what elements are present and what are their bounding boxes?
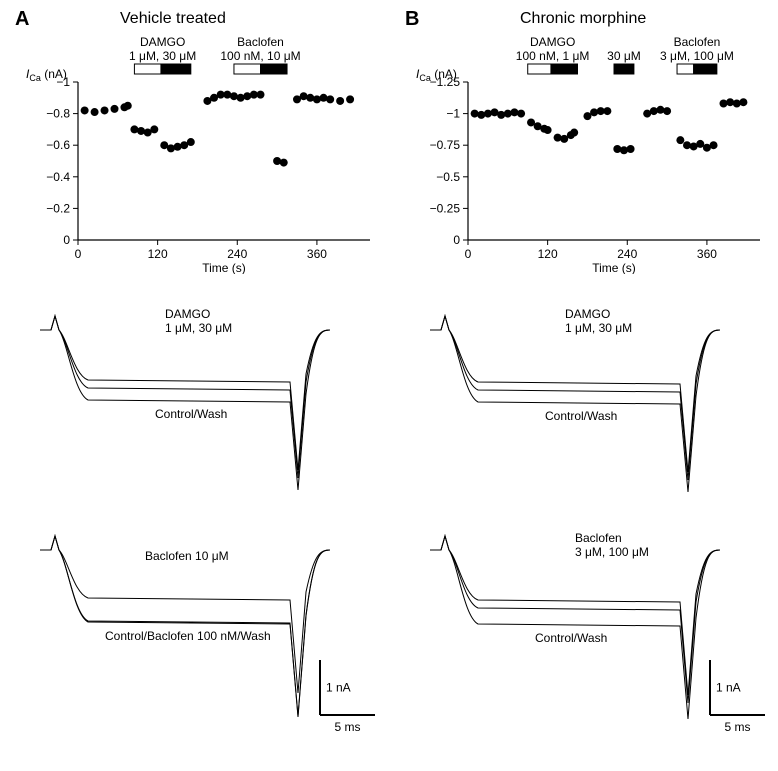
svg-text:DAMGO: DAMGO xyxy=(165,307,210,321)
svg-text:30 μM: 30 μM xyxy=(607,49,641,63)
svg-text:Baclofen: Baclofen xyxy=(575,531,622,545)
svg-text:−0.8: −0.8 xyxy=(46,107,70,121)
svg-text:Baclofen: Baclofen xyxy=(674,35,721,49)
svg-text:Baclofen: Baclofen xyxy=(237,35,284,49)
svg-text:Control/Baclofen 100 nM/Wash: Control/Baclofen 100 nM/Wash xyxy=(105,629,271,643)
svg-text:−0.6: −0.6 xyxy=(46,138,70,152)
trace-b-damgo: DAMGO1 μM, 30 μM Control/Wash xyxy=(425,300,765,500)
panel-a-title: Vehicle treated xyxy=(120,10,226,28)
svg-text:1 μM, 30 μM: 1 μM, 30 μM xyxy=(129,49,196,63)
svg-text:−0.75: −0.75 xyxy=(430,138,461,152)
trace-b-baclofen: Baclofen3 μM, 100 μM Control/Wash 1 nA 5 ms xyxy=(425,520,765,750)
svg-text:−0.4: −0.4 xyxy=(46,170,70,184)
svg-text:360: 360 xyxy=(697,247,717,261)
svg-text:−0.5: −0.5 xyxy=(436,170,460,184)
panel-a-label: A xyxy=(15,8,29,31)
svg-text:1 μM, 30 μM: 1 μM, 30 μM xyxy=(565,321,632,335)
svg-text:1 nA: 1 nA xyxy=(716,681,741,695)
svg-text:Time (s): Time (s) xyxy=(202,261,246,274)
svg-text:−0.25: −0.25 xyxy=(430,201,461,215)
svg-text:Control/Wash: Control/Wash xyxy=(545,409,617,423)
svg-text:Control/Wash: Control/Wash xyxy=(155,407,227,421)
svg-text:DAMGO: DAMGO xyxy=(530,35,575,49)
svg-text:1 nA: 1 nA xyxy=(326,681,351,695)
svg-text:240: 240 xyxy=(227,247,247,261)
panel-b-title: Chronic morphine xyxy=(520,10,646,28)
svg-text:DAMGO: DAMGO xyxy=(565,307,610,321)
panel-b-label: B xyxy=(405,8,419,31)
trace-a-damgo: DAMGO1 μM, 30 μM Control/Wash xyxy=(35,300,375,500)
svg-text:100 nM, 1 μM: 100 nM, 1 μM xyxy=(516,49,590,63)
svg-text:Time (s): Time (s) xyxy=(592,261,636,274)
svg-text:360: 360 xyxy=(307,247,327,261)
svg-text:0: 0 xyxy=(63,233,70,247)
svg-text:Baclofen 10 μM: Baclofen 10 μM xyxy=(145,549,229,563)
svg-text:−1: −1 xyxy=(446,107,460,121)
svg-text:120: 120 xyxy=(148,247,168,261)
svg-text:240: 240 xyxy=(617,247,637,261)
svg-text:120: 120 xyxy=(538,247,558,261)
svg-text:100 nM, 10 μM: 100 nM, 10 μM xyxy=(220,49,300,63)
svg-text:DAMGO: DAMGO xyxy=(140,35,185,49)
svg-text:0: 0 xyxy=(453,233,460,247)
svg-text:0: 0 xyxy=(75,247,82,261)
svg-text:−0.2: −0.2 xyxy=(46,201,70,215)
svg-text:5 ms: 5 ms xyxy=(724,720,750,734)
svg-text:3 μM, 100 μM: 3 μM, 100 μM xyxy=(660,49,734,63)
svg-text:Control/Wash: Control/Wash xyxy=(535,631,607,645)
svg-text:−1.25: −1.25 xyxy=(430,75,461,89)
svg-text:−1: −1 xyxy=(56,75,70,89)
chart-a: ICa (nA)DAMGO1 μM, 30 μMBaclofen100 nM, … xyxy=(20,34,380,274)
svg-text:3 μM, 100 μM: 3 μM, 100 μM xyxy=(575,545,649,559)
svg-text:0: 0 xyxy=(465,247,472,261)
svg-text:5 ms: 5 ms xyxy=(334,720,360,734)
svg-text:1 μM, 30 μM: 1 μM, 30 μM xyxy=(165,321,232,335)
trace-a-baclofen: Baclofen 10 μM Control/Baclofen 100 nM/Wa… xyxy=(35,520,375,750)
chart-b: ICa (nA)DAMGO100 nM, 1 μM30 μMBaclofen3 … xyxy=(410,34,770,274)
